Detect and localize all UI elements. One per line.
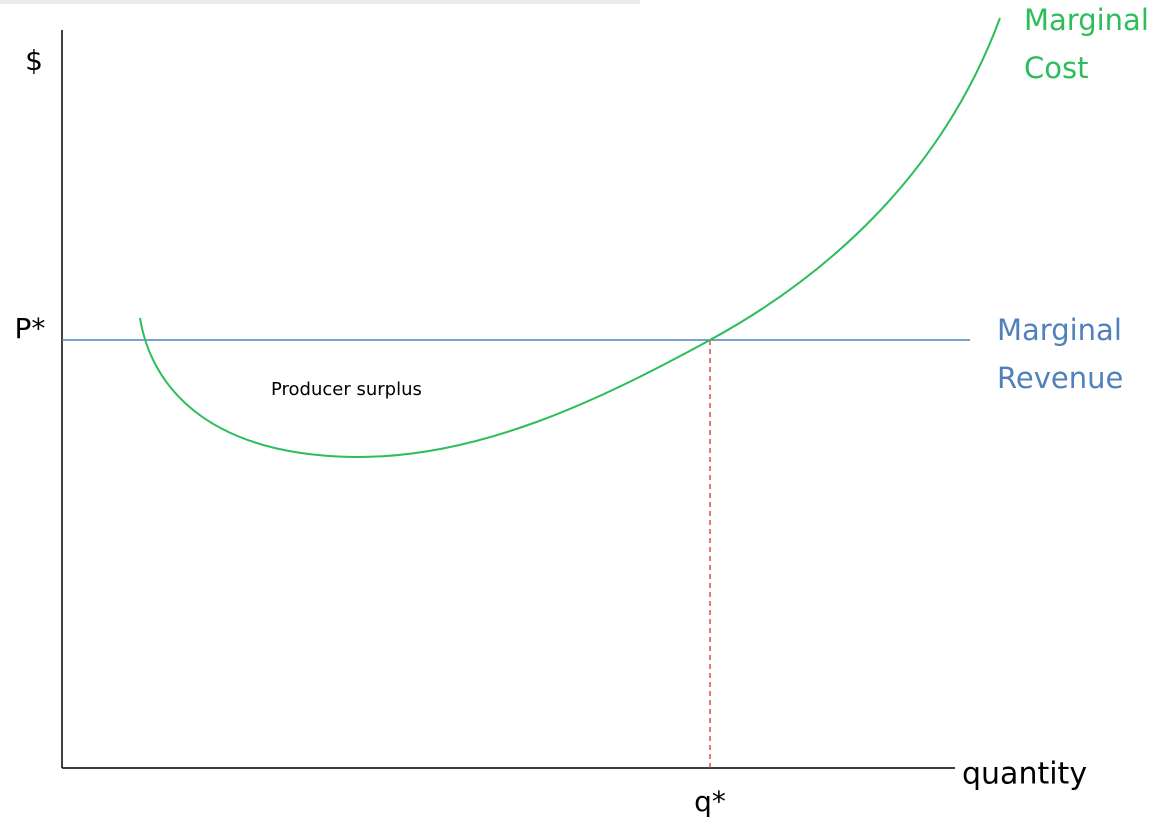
price-label: P* bbox=[15, 312, 46, 345]
quantity-label: q* bbox=[694, 785, 726, 818]
y-axis-label: $ bbox=[25, 44, 43, 77]
marginal-cost-curve bbox=[139, 17, 1001, 459]
mc-label: Marginal bbox=[1024, 3, 1149, 37]
top-bar bbox=[0, 0, 640, 4]
mc-label: Cost bbox=[1024, 51, 1088, 85]
mr-label: Revenue bbox=[997, 361, 1123, 395]
area-label: Producer surplus bbox=[271, 379, 422, 400]
x-axis-label: quantity bbox=[962, 757, 1087, 792]
mr-label: Marginal bbox=[997, 313, 1122, 347]
